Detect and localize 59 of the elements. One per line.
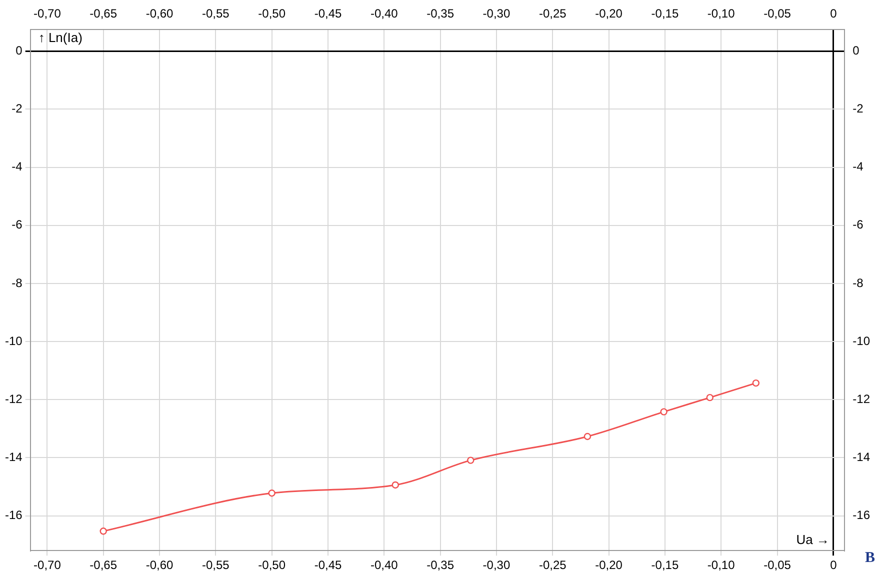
x-tick-label: -0,45: [314, 558, 342, 572]
x-tick-label: -0,65: [90, 558, 118, 572]
x2-tick-label: -0,30: [482, 6, 510, 21]
point: [706, 394, 714, 402]
y2-tick-label: -8: [852, 276, 864, 290]
x-tick-label: -0,25: [538, 558, 567, 572]
x2-tick-label: -0,15: [651, 6, 679, 21]
point: [584, 432, 592, 440]
x2-tick-label: -0,20: [595, 6, 623, 21]
point: [467, 456, 474, 464]
y2-tick-label: -16: [852, 508, 870, 522]
point: [392, 481, 399, 489]
x-tick-label: -0,10: [707, 558, 736, 572]
y-tick-label: -16: [5, 508, 23, 522]
y2-tick-label: -12: [852, 392, 870, 406]
point: [268, 490, 276, 497]
y2-tick-label: 0: [852, 43, 860, 58]
text: B: [864, 550, 875, 566]
y2-tick-label: -10: [852, 334, 870, 348]
y-axis-title: ↑ Ln(Ia): [38, 30, 82, 45]
y-tick-label: -2: [12, 102, 23, 116]
x-tick-label: -0,55: [202, 558, 230, 572]
y2-tick-label: -2: [852, 102, 864, 116]
x-tick-label: -0,05: [764, 558, 792, 572]
point: [100, 528, 107, 535]
x-tick-label: -0,70: [34, 558, 62, 572]
x-tick-label: -0,20: [595, 558, 623, 572]
x-tick-label: 0: [830, 558, 838, 572]
x2-tick-label: -0,35: [426, 6, 454, 21]
y-tick-label: -10: [5, 334, 23, 348]
x2-tick-label: -0,45: [314, 6, 342, 21]
y-tick-label: 0: [16, 43, 23, 58]
x2-tick-label: -0,50: [258, 6, 286, 21]
x-axis-title: Ua →: [796, 532, 830, 548]
y-tick-label: -6: [12, 218, 23, 232]
y2-tick-label: -14: [852, 450, 870, 464]
x-tick-label: -0,60: [146, 558, 174, 572]
x-tick-label: -0,15: [651, 558, 679, 572]
y2-tick-label: -6: [852, 218, 864, 232]
x-tick-label: -0,50: [258, 558, 286, 572]
x-tick-label: -0,30: [482, 558, 510, 572]
x2-tick-label: -0,10: [707, 6, 736, 21]
x2-tick-label: -0,25: [538, 6, 567, 21]
point: [752, 379, 760, 387]
y-tick-label: -8: [12, 276, 23, 290]
x2-tick-label: -0,65: [90, 6, 118, 21]
y-tick-label: -4: [12, 160, 23, 174]
x-tick-label: -0,40: [370, 558, 398, 572]
x2-tick-label: -0,05: [764, 6, 792, 21]
x2-tick-label: -0,40: [370, 6, 398, 21]
x2-tick-label: 0: [830, 6, 838, 21]
point: [660, 408, 668, 416]
x2-tick-label: -0,70: [34, 6, 62, 21]
x-tick-label: -0,35: [426, 558, 454, 572]
y-tick-label: -14: [5, 450, 23, 464]
y2-tick-label: -4: [852, 160, 864, 174]
x2-tick-label: -0,55: [202, 6, 230, 21]
y-tick-label: -12: [5, 392, 23, 406]
x2-tick-label: -0,60: [146, 6, 174, 21]
